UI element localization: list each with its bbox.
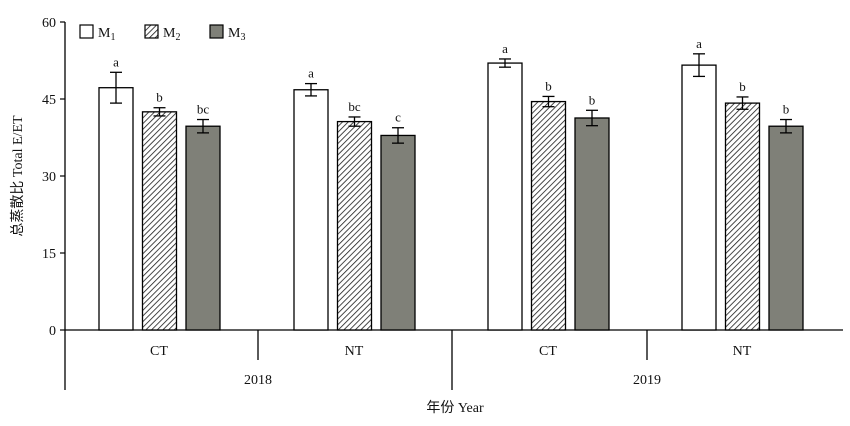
y-axis-title: 总蒸散比 Total E/ET bbox=[10, 115, 26, 237]
x-category-label: NT bbox=[345, 344, 364, 359]
x-category-label: CT bbox=[539, 344, 557, 359]
y-ticks: 0 15 30 45 60 bbox=[42, 16, 65, 339]
y-tick-label: 0 bbox=[49, 324, 56, 339]
bar-m2-nt-2018 bbox=[336, 120, 373, 331]
x-category-labels: CT NT CT NT 2018 2019 bbox=[150, 330, 752, 390]
bar-m1-nt-2018 bbox=[293, 89, 329, 331]
y-tick-label: 45 bbox=[42, 93, 56, 108]
year-label: 2019 bbox=[633, 373, 661, 388]
significance-label: c bbox=[395, 110, 401, 125]
bar-m3-nt-2019 bbox=[768, 125, 804, 331]
significance-label: b bbox=[783, 102, 790, 117]
significance-label: a bbox=[308, 66, 314, 81]
bar-m3-ct-2018 bbox=[185, 125, 221, 331]
y-tick-label: 30 bbox=[42, 170, 56, 185]
year-label: 2018 bbox=[244, 373, 272, 388]
bar-m1-ct-2018 bbox=[98, 87, 134, 331]
y-tick-label: 15 bbox=[42, 247, 56, 262]
x-axis-title: 年份 Year bbox=[426, 400, 484, 416]
legend: M1 M2 M3 bbox=[79, 24, 245, 43]
legend-label-m2: M2 bbox=[163, 26, 180, 43]
bar-m1-ct-2019 bbox=[487, 62, 523, 331]
legend-swatch-m2 bbox=[144, 24, 159, 39]
bar-m2-ct-2019 bbox=[530, 100, 567, 331]
bar-m2-nt-2019 bbox=[724, 102, 761, 331]
x-category-label: CT bbox=[150, 344, 168, 359]
significance-label: a bbox=[502, 41, 508, 56]
y-tick-label: 60 bbox=[42, 16, 56, 31]
legend-label-m3: M3 bbox=[228, 26, 245, 43]
bars: a b bc a bc c a b b a b b bbox=[98, 36, 804, 331]
x-category-label: NT bbox=[733, 344, 752, 359]
bar-m2-ct-2018 bbox=[141, 111, 178, 331]
significance-label: b bbox=[739, 79, 746, 94]
significance-label: b bbox=[156, 90, 163, 105]
significance-label: b bbox=[589, 92, 596, 107]
significance-label: bc bbox=[348, 99, 361, 114]
legend-label-m1: M1 bbox=[98, 26, 115, 43]
bar-m3-ct-2019 bbox=[574, 117, 610, 331]
significance-label: a bbox=[113, 54, 119, 69]
legend-swatch-m1 bbox=[79, 24, 94, 39]
bar-m1-nt-2019 bbox=[681, 64, 717, 331]
significance-label: bc bbox=[197, 102, 210, 117]
legend-swatch-m3 bbox=[209, 24, 224, 39]
significance-label: a bbox=[696, 36, 702, 51]
bar-m3-nt-2018 bbox=[380, 134, 416, 331]
significance-label: b bbox=[545, 78, 552, 93]
